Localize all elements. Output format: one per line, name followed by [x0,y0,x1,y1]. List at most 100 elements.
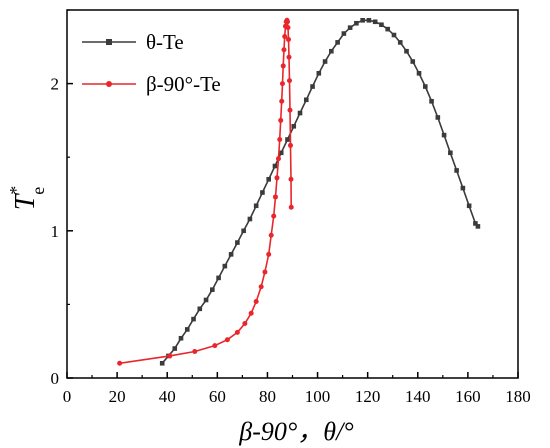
data-point [286,78,292,84]
series-beta-te [117,17,294,366]
data-point [279,98,285,104]
series-layer [117,17,481,366]
data-point [272,194,278,200]
plot-area [66,9,519,379]
x-tick-label: 160 [455,387,481,406]
data-point [286,54,292,60]
data-point [310,84,315,89]
legend-item-theta-te: θ-Te [82,30,184,54]
series-line [161,19,479,364]
data-point [222,263,228,269]
data-point [322,59,328,64]
data-point [454,168,459,173]
y-axis-ticks: 0 1 2 [51,9,73,388]
data-point [354,20,359,26]
data-point [429,98,434,104]
x-tick-label: 100 [305,387,331,406]
data-point [435,115,441,120]
data-point [235,240,240,245]
data-point [291,123,297,129]
x-tick-label: 140 [405,387,431,406]
data-point [360,18,365,23]
data-point [274,175,280,181]
x-tick-label: 20 [109,387,126,406]
data-point [268,232,274,238]
data-point [329,48,334,54]
x-tick-label: 180 [505,387,531,406]
data-point [278,150,284,156]
data-point [275,156,281,162]
x-tick-label: 40 [159,387,176,406]
data-point [228,252,234,257]
data-point [178,335,184,341]
data-point [285,36,291,42]
data-point [117,360,123,366]
data-point [241,228,246,234]
data-point [303,97,309,103]
data-point [234,329,240,335]
x-axis-label: β-90°，θ/° [238,417,353,446]
data-point [391,32,397,38]
legend-label: β-90°-Te [146,72,221,96]
data-point [167,353,173,359]
y-axis-label: T* e [6,186,48,211]
y-tick-label: 1 [51,222,60,241]
data-point [258,284,264,290]
data-point [159,360,165,366]
data-point [416,70,422,76]
y-tick-label: 2 [51,75,60,94]
data-point [379,22,384,28]
data-point [271,213,277,219]
data-point [266,251,272,257]
data-point [216,275,221,281]
x-axis-ticks: 0 20 40 60 80 100 120 140 160 180 [63,372,531,406]
data-point [285,137,290,142]
data-point [253,298,259,304]
legend: θ-Te β-90°-Te [82,30,221,96]
data-point [282,33,288,39]
data-point [287,142,293,148]
data-point [460,185,466,191]
data-point [278,117,284,123]
data-point [192,349,198,355]
data-point [366,18,372,23]
data-point [279,81,285,87]
data-point [404,48,409,54]
data-point [297,110,303,116]
x-tick-label: 60 [209,387,226,406]
data-point [253,203,259,209]
x-tick-label: 120 [355,387,381,406]
data-point [266,176,271,182]
x-tick-label: 0 [63,387,72,406]
data-point [473,221,478,226]
data-point [212,343,218,349]
legend-item-beta-te: β-90°-Te [82,72,221,96]
legend-marker [106,39,112,45]
data-point [224,337,230,343]
data-point [203,297,209,303]
data-point [422,84,428,89]
y-tick-label: 0 [51,369,60,388]
legend-label: θ-Te [146,30,184,54]
data-point [277,137,283,143]
data-point [288,176,294,182]
data-point [242,321,248,327]
y-axis-title: T* e [6,186,48,211]
data-point [191,316,196,322]
data-point [466,203,472,209]
data-point [184,327,190,332]
data-point [475,224,481,229]
data-point [448,150,453,156]
data-point [260,190,265,195]
plot-frame [66,9,519,379]
data-point [284,19,290,25]
data-point [280,63,286,69]
data-point [281,47,287,53]
data-point [441,132,447,138]
data-point [248,310,254,316]
data-point [410,59,416,64]
x-tick-label: 80 [259,387,276,406]
x-axis-title: β-90°，θ/° [238,417,353,446]
data-point [172,346,178,351]
